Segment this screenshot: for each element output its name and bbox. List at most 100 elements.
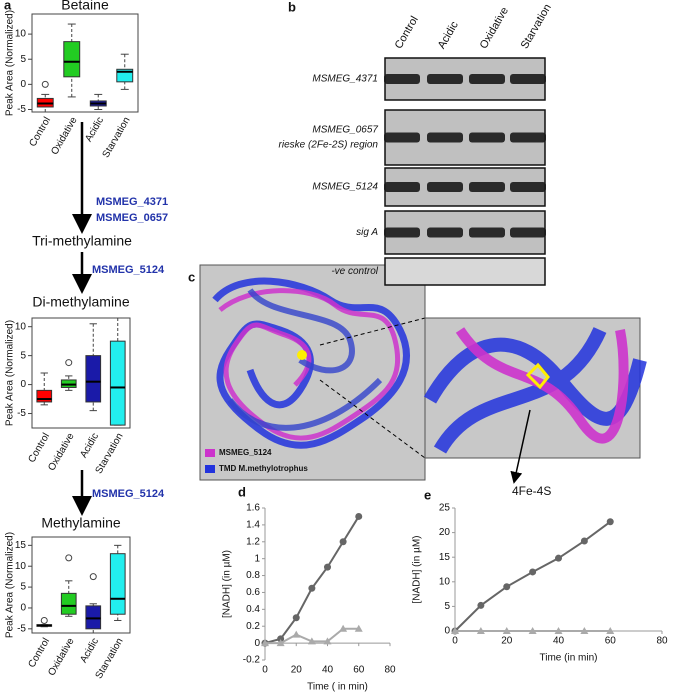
point (292, 614, 300, 622)
gel-band (384, 182, 420, 192)
gel-band (469, 132, 505, 143)
x-axis-label: Time (in min) (540, 653, 598, 664)
y-tick-label: -5 (17, 104, 26, 115)
point (606, 518, 614, 526)
series-line (454, 520, 611, 632)
gel-band (510, 132, 546, 143)
point (529, 568, 537, 576)
gel-band (469, 227, 505, 238)
enzyme-label: MSMEG_0657 (96, 212, 168, 224)
gel-band (469, 182, 505, 192)
y-axis-label: Peak Area (Normalized) (5, 320, 16, 426)
y-tick-label: 10 (15, 321, 27, 332)
y-tick-label: 25 (439, 503, 451, 514)
x-tick-label: 40 (553, 636, 565, 647)
x-tick-label: 0 (262, 665, 268, 676)
x-tick-label: 80 (384, 665, 396, 676)
x-tick-label: Control (26, 636, 52, 669)
gel-band (510, 74, 546, 84)
plot-frame (31, 13, 139, 113)
gel-band (510, 227, 546, 238)
plot-frame (31, 536, 131, 634)
point (503, 583, 511, 591)
point (606, 627, 615, 634)
x-tick-label: Acidic (83, 115, 106, 144)
y-axis-label: Peak Area (Normalized) (5, 532, 16, 638)
y-tick-label: 0 (20, 379, 26, 390)
box (60, 592, 77, 615)
y-tick-label: 5 (444, 601, 450, 612)
x-tick-label: Acidic (78, 431, 101, 460)
legend-label: TMD M.methylotrophus (219, 464, 308, 473)
y-tick-label: 15 (15, 540, 27, 551)
chart-title: Methylamine (41, 515, 121, 531)
box (85, 355, 102, 403)
y-tick-label: 10 (15, 561, 27, 572)
lane-label: Control (393, 14, 421, 51)
x-axis-label: Time ( in min) (307, 682, 368, 693)
enzyme-label: MSMEG_4371 (96, 196, 168, 208)
x-tick-label: 60 (605, 636, 617, 647)
enzyme-label: MSMEG_5124 (92, 264, 165, 276)
point (355, 512, 363, 520)
y-tick-label: 0.6 (246, 587, 260, 598)
point (277, 635, 285, 643)
gel-band (427, 182, 463, 192)
structure-panel (199, 264, 647, 484)
point (339, 538, 347, 546)
row-label: MSMEG_0657 (312, 125, 378, 136)
y-tick-label: -5 (17, 623, 26, 634)
point (580, 627, 589, 634)
x-tick-label: Acidic (78, 636, 101, 665)
outlier (41, 80, 49, 88)
enzyme-label: MSMEG_5124 (92, 488, 165, 500)
x-tick-label: 40 (322, 665, 334, 676)
row-label: sig A (356, 227, 378, 238)
gel-band (384, 132, 420, 143)
point (307, 637, 316, 645)
panel-letter: b (288, 0, 296, 14)
panel-letter: d (238, 484, 246, 499)
y-tick-label: 0.2 (246, 621, 260, 632)
y-tick-label: 5 (20, 350, 26, 361)
point (555, 554, 562, 562)
row-label: MSMEG_4371 (312, 74, 378, 85)
row-label: MSMEG_5124 (312, 182, 378, 193)
x-tick-label: Control (27, 115, 53, 148)
y-tick-label: -5 (17, 408, 26, 419)
chart-title: Di-methylamine (32, 294, 129, 310)
y-tick-label: 0.4 (246, 604, 260, 615)
x-tick-label: 60 (353, 665, 365, 676)
y-tick-label: 0 (20, 79, 26, 90)
plot-frame (31, 317, 131, 429)
legend-label: MSMEG_5124 (219, 448, 272, 457)
outlier (65, 554, 73, 562)
point (580, 537, 588, 545)
lane-label: Acidic (436, 19, 461, 51)
y-tick-label: 10 (15, 29, 27, 40)
y-tick-label: 1.4 (246, 520, 260, 531)
gel-band (510, 182, 546, 192)
x-tick-label: Control (26, 431, 52, 464)
y-tick-label: 1 (254, 553, 260, 564)
y-tick-label: 5 (20, 582, 26, 593)
outlier (65, 359, 73, 367)
y-tick-label: -0.2 (243, 655, 261, 666)
outlier (89, 573, 97, 581)
annotation: 4Fe-4S (512, 484, 551, 498)
panel-letter: c (188, 269, 195, 284)
y-tick-label: 1.2 (246, 536, 260, 547)
box (85, 605, 102, 630)
point (261, 639, 269, 647)
point (276, 639, 285, 647)
x-tick-label: 20 (501, 636, 513, 647)
chart-title: Betaine (61, 0, 109, 13)
box (109, 340, 126, 426)
gel-band (427, 227, 463, 238)
x-tick-label: Oxidative (49, 115, 80, 157)
point (354, 624, 363, 632)
lane-label: Oxidative (478, 5, 511, 51)
lane-label: Starvation (519, 2, 554, 51)
point (339, 624, 348, 632)
